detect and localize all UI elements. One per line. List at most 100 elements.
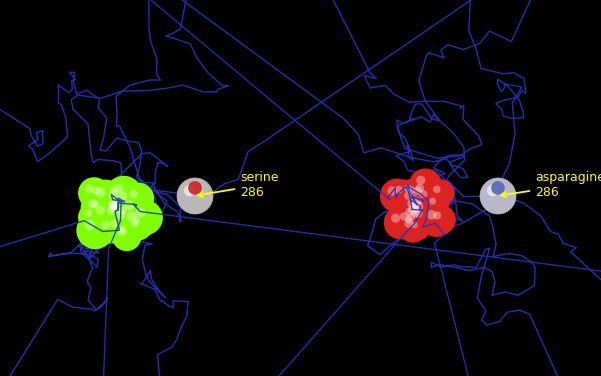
Circle shape: [131, 220, 138, 227]
Circle shape: [415, 184, 424, 193]
Circle shape: [491, 181, 505, 195]
Circle shape: [410, 194, 417, 202]
Circle shape: [88, 199, 121, 232]
Circle shape: [85, 220, 95, 230]
Circle shape: [116, 210, 126, 220]
Text: asparagine
286: asparagine 286: [501, 171, 601, 199]
Circle shape: [107, 206, 115, 215]
Circle shape: [404, 193, 436, 225]
Circle shape: [388, 179, 417, 208]
Circle shape: [429, 197, 436, 205]
Circle shape: [413, 197, 422, 206]
Circle shape: [407, 186, 415, 195]
Circle shape: [423, 192, 449, 218]
Circle shape: [84, 209, 92, 217]
Circle shape: [103, 193, 133, 224]
Circle shape: [128, 200, 163, 235]
Circle shape: [109, 203, 118, 211]
Circle shape: [118, 226, 126, 233]
Circle shape: [406, 216, 430, 240]
Circle shape: [126, 211, 137, 222]
Circle shape: [487, 185, 498, 196]
Circle shape: [399, 210, 426, 237]
Circle shape: [95, 214, 124, 244]
Circle shape: [433, 185, 441, 193]
Circle shape: [102, 198, 131, 227]
Circle shape: [86, 180, 115, 209]
Circle shape: [184, 185, 195, 196]
Circle shape: [118, 206, 127, 215]
Circle shape: [395, 186, 403, 194]
Circle shape: [78, 177, 110, 209]
Circle shape: [413, 183, 442, 213]
Circle shape: [112, 200, 141, 229]
Circle shape: [391, 214, 400, 223]
Circle shape: [117, 193, 152, 228]
Circle shape: [100, 182, 136, 218]
Circle shape: [109, 200, 118, 209]
Circle shape: [102, 194, 132, 224]
Text: serine
286: serine 286: [198, 171, 278, 199]
Circle shape: [393, 205, 424, 237]
Circle shape: [412, 200, 421, 209]
Circle shape: [100, 200, 130, 230]
Circle shape: [480, 178, 516, 214]
Circle shape: [409, 168, 442, 201]
Circle shape: [188, 181, 202, 195]
Circle shape: [427, 179, 454, 207]
Circle shape: [398, 212, 428, 243]
Circle shape: [411, 208, 421, 218]
Circle shape: [404, 201, 438, 235]
Circle shape: [127, 211, 154, 238]
Circle shape: [129, 190, 138, 199]
Circle shape: [88, 180, 123, 215]
Circle shape: [110, 219, 119, 228]
Circle shape: [411, 221, 418, 228]
Circle shape: [88, 199, 97, 208]
Circle shape: [76, 212, 114, 249]
Circle shape: [408, 205, 418, 214]
Circle shape: [403, 194, 435, 226]
Circle shape: [91, 200, 99, 208]
Circle shape: [112, 221, 142, 251]
Circle shape: [401, 208, 429, 234]
Circle shape: [406, 180, 438, 211]
Circle shape: [413, 186, 422, 195]
Circle shape: [103, 196, 132, 225]
Circle shape: [103, 212, 135, 244]
Circle shape: [92, 187, 100, 195]
Circle shape: [407, 195, 439, 227]
Circle shape: [118, 191, 128, 201]
Circle shape: [400, 192, 431, 223]
Circle shape: [133, 217, 140, 225]
Circle shape: [398, 201, 429, 231]
Circle shape: [414, 202, 424, 211]
Circle shape: [136, 208, 145, 218]
Circle shape: [109, 205, 117, 213]
Circle shape: [102, 221, 110, 229]
Circle shape: [407, 202, 439, 234]
Circle shape: [400, 212, 409, 221]
Circle shape: [109, 200, 118, 209]
Circle shape: [118, 203, 156, 240]
Circle shape: [104, 180, 132, 208]
Circle shape: [407, 199, 416, 208]
Circle shape: [124, 200, 135, 211]
Circle shape: [410, 201, 419, 210]
Circle shape: [404, 219, 413, 227]
Circle shape: [406, 190, 438, 222]
Circle shape: [407, 214, 415, 221]
Circle shape: [405, 216, 413, 224]
Circle shape: [384, 206, 416, 239]
Circle shape: [408, 177, 440, 208]
Circle shape: [400, 179, 431, 211]
Circle shape: [108, 190, 118, 200]
Circle shape: [122, 182, 154, 215]
Circle shape: [419, 202, 454, 237]
Circle shape: [118, 228, 127, 237]
Circle shape: [414, 209, 423, 218]
Circle shape: [114, 184, 124, 194]
Circle shape: [85, 184, 94, 193]
Circle shape: [397, 185, 427, 215]
Circle shape: [388, 186, 397, 196]
